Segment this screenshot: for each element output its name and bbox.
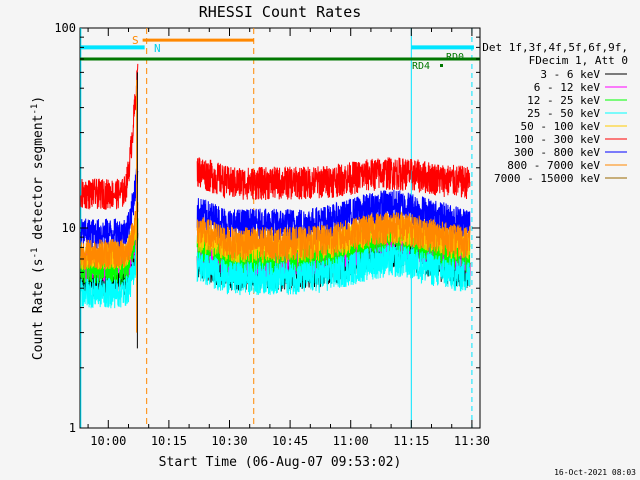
series-line-pre-gap xyxy=(80,63,139,210)
legend-label: 800 - 7000 keV xyxy=(507,159,600,172)
night-label: N xyxy=(154,42,161,55)
series-line-pre-gap xyxy=(80,237,139,309)
y-tick-label: 1 xyxy=(69,421,76,435)
legend-label: 50 - 100 keV xyxy=(521,120,601,133)
x-tick-label: 10:30 xyxy=(211,434,247,448)
legend-header-2: FDecim 1, Att 0 xyxy=(529,54,628,67)
x-axis-label: Start Time (06-Aug-07 09:53:02) xyxy=(159,455,402,470)
legend-label: 12 - 25 keV xyxy=(527,94,600,107)
rd4-marker xyxy=(440,64,443,67)
series-line-post-gap xyxy=(196,244,471,296)
y-axis-label-exp-2: -1 xyxy=(30,104,40,115)
legend-label: 7000 - 15000 keV xyxy=(494,172,600,185)
y-tick-label: 10 xyxy=(62,221,76,235)
series-line-post-gap xyxy=(196,157,471,201)
x-tick-label: 11:00 xyxy=(333,434,369,448)
legend-label: 3 - 6 keV xyxy=(540,68,600,81)
x-tick-label: 10:15 xyxy=(151,434,187,448)
y-tick-label: 100 xyxy=(54,21,76,35)
legend-label: 6 - 12 keV xyxy=(534,81,601,94)
timestamp: 16-Oct-2021 08:03 xyxy=(554,468,636,477)
legend-header-1: Det 1f,3f,4f,5f,6f,9f, xyxy=(482,41,628,54)
x-tick-label: 10:45 xyxy=(272,434,308,448)
saa-label: S xyxy=(132,34,139,47)
y-axis-label-end: ) xyxy=(31,96,46,104)
series-line-post-gap xyxy=(196,212,471,261)
y-axis-label-mid: detector segment xyxy=(31,115,46,248)
x-axis: 10:00 10:15 10:30 10:45 11:00 11:15 11:30 xyxy=(87,28,490,448)
rd4-label: RD4 xyxy=(412,61,430,72)
rd0-label: RD0 xyxy=(446,52,464,63)
legend-label: 25 - 50 keV xyxy=(527,107,600,120)
y-axis: 1 10 100 xyxy=(54,21,480,435)
series-line-pre-gap xyxy=(80,201,139,270)
series-layer xyxy=(80,63,471,349)
series-line-pre-gap xyxy=(80,160,139,250)
series-line-post-gap xyxy=(196,189,471,243)
x-tick-label: 11:30 xyxy=(454,434,490,448)
legend-label: 300 - 800 keV xyxy=(514,146,600,159)
legend-label: 100 - 300 keV xyxy=(514,133,600,146)
y-axis-label-main: Count Rate (s xyxy=(31,258,46,360)
x-tick-label: 10:00 xyxy=(90,434,126,448)
chart-title: RHESSI Count Rates xyxy=(199,3,362,21)
x-tick-label: 11:15 xyxy=(393,434,429,448)
y-axis-label: Count Rate (s-1 detector segment-1) xyxy=(30,96,46,360)
y-axis-label-exp: -1 xyxy=(30,248,40,259)
